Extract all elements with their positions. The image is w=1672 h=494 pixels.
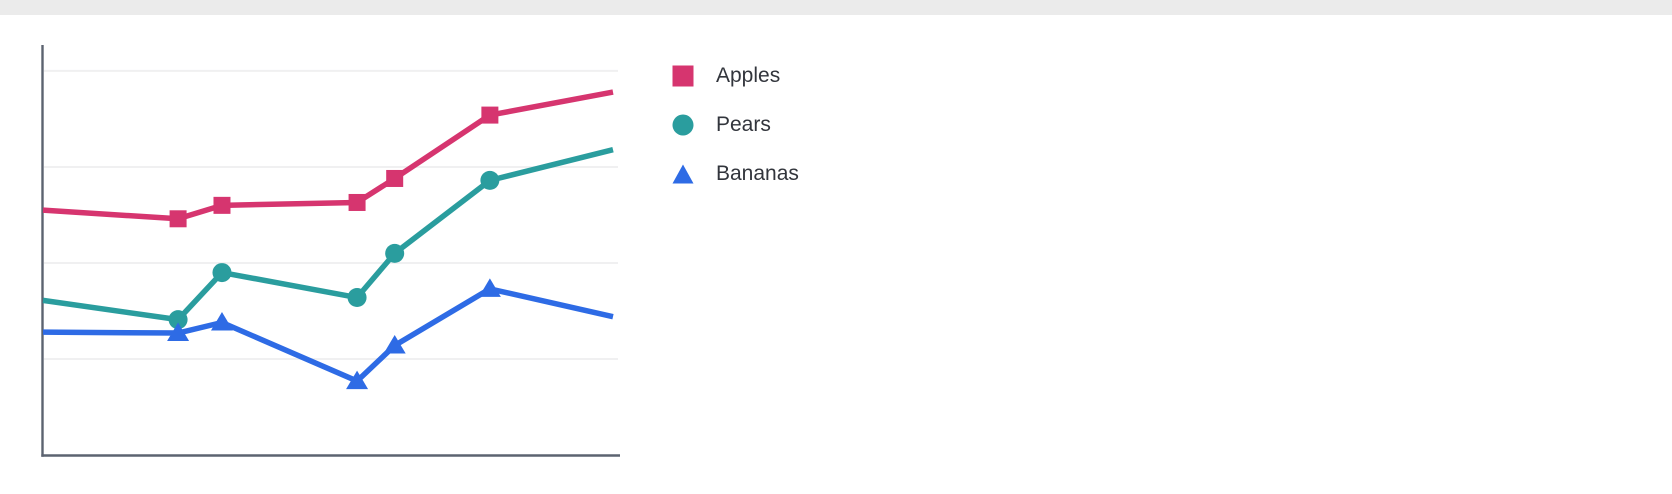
pears-marker-circle bbox=[168, 310, 188, 330]
apples-marker-square bbox=[169, 210, 187, 228]
line-chart bbox=[0, 0, 660, 494]
bananas-marker-triangle bbox=[346, 370, 369, 390]
top-divider-strip bbox=[0, 0, 1672, 15]
legend-marker-circle-icon bbox=[672, 114, 694, 135]
bananas-marker-triangle bbox=[167, 322, 190, 342]
legend-label-apples: Apples bbox=[716, 64, 781, 87]
legend-item-pears[interactable]: Pears bbox=[672, 113, 799, 136]
bananas-marker-triangle bbox=[210, 311, 233, 331]
chart-legend: Apples Pears Bananas bbox=[672, 64, 799, 211]
legend-marker-triangle-icon bbox=[672, 164, 694, 183]
pears-marker-circle bbox=[347, 288, 367, 308]
chart-plot bbox=[41, 45, 620, 457]
apples-marker-square bbox=[386, 169, 404, 187]
pears-marker-circle bbox=[480, 170, 500, 190]
apples-marker-square bbox=[213, 196, 231, 214]
legend-label-pears: Pears bbox=[716, 113, 771, 136]
pears-marker-circle bbox=[212, 263, 232, 283]
legend-item-apples[interactable]: Apples bbox=[672, 64, 799, 87]
legend-marker-square-icon bbox=[672, 65, 694, 86]
pears-marker-circle bbox=[385, 243, 405, 263]
legend-item-bananas[interactable]: Bananas bbox=[672, 162, 799, 185]
pears-line bbox=[42, 146, 614, 323]
bananas-marker-triangle bbox=[383, 335, 406, 354]
legend-label-bananas: Bananas bbox=[716, 162, 799, 185]
bananas-line bbox=[42, 286, 614, 384]
bananas-marker-triangle bbox=[478, 278, 501, 297]
apples-line bbox=[42, 89, 614, 222]
apples-marker-square bbox=[481, 106, 499, 124]
apples-marker-square bbox=[348, 193, 366, 211]
